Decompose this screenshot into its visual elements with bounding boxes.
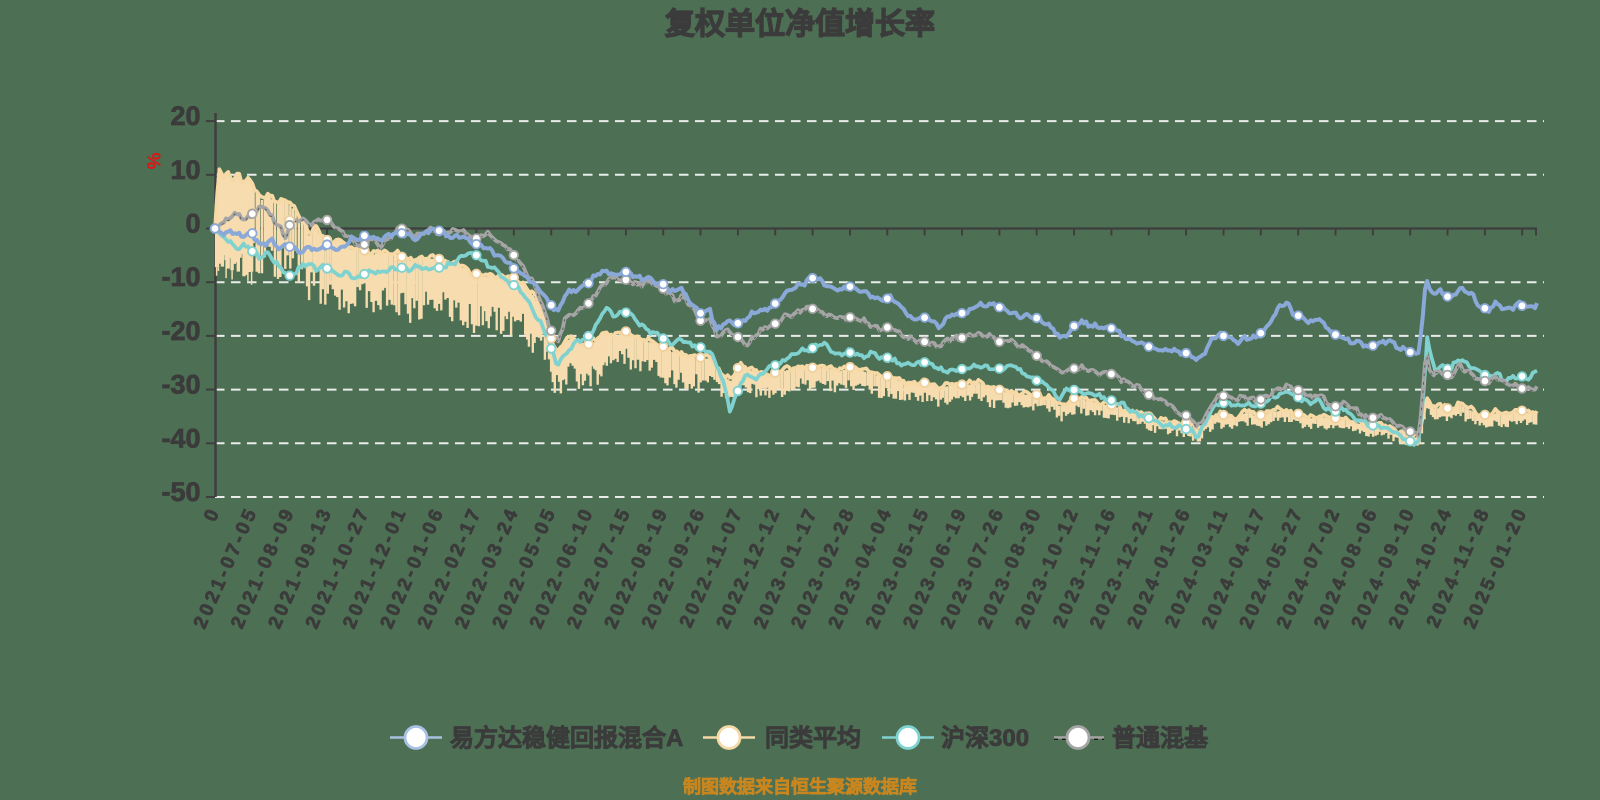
svg-text:-50: -50: [161, 477, 200, 507]
svg-text:同类平均: 同类平均: [765, 724, 861, 752]
svg-text:10: 10: [170, 155, 200, 185]
svg-text:-10: -10: [161, 262, 200, 292]
svg-text:沪深300: 沪深300: [941, 725, 1029, 752]
svg-text:%: %: [142, 153, 163, 170]
svg-text:-30: -30: [161, 370, 200, 400]
svg-text:-20: -20: [161, 316, 200, 346]
svg-text:20: 20: [170, 101, 200, 131]
svg-text:复权单位净值增长率: 复权单位净值增长率: [665, 7, 935, 41]
svg-text:普通混基: 普通混基: [1112, 724, 1209, 752]
svg-text:易方达稳健回报混合A: 易方达稳健回报混合A: [450, 724, 683, 752]
svg-text:-40: -40: [161, 423, 200, 453]
svg-text:制图数据来自恒生聚源数据库: 制图数据来自恒生聚源数据库: [683, 776, 917, 797]
svg-text:0: 0: [185, 209, 200, 239]
